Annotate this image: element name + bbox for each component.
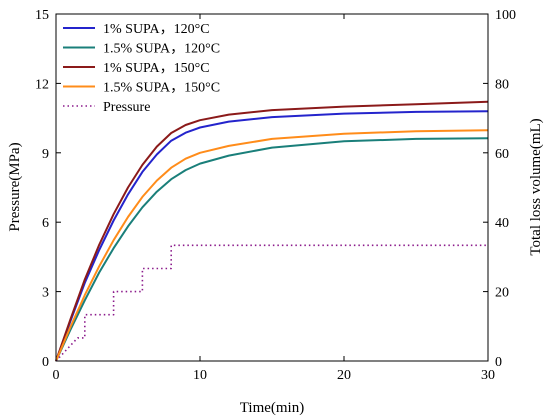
right-y-tick-label: 20 — [495, 286, 509, 301]
right-y-tick-label: 100 — [495, 8, 516, 23]
series-line-1 — [55, 110, 489, 362]
left-y-tick-label: 12 — [35, 77, 49, 92]
left-y-tick-label: 0 — [42, 355, 49, 370]
left-y-axis-title: Pressure(MPa) — [7, 142, 23, 231]
series-line-3 — [55, 100, 489, 362]
right-y-tick-label: 0 — [495, 355, 502, 370]
x-tick-label: 30 — [481, 368, 495, 383]
plot-frame — [55, 13, 489, 362]
legend-label-5: Pressure — [103, 100, 150, 115]
series-line-5 — [55, 244, 488, 362]
right-y-tick-label: 60 — [495, 147, 509, 162]
legend-label-1: 1% SUPA，120°C — [103, 22, 210, 37]
x-tick-label: 0 — [53, 368, 60, 383]
left-y-tick-label: 9 — [42, 147, 49, 162]
right-y-axis-title: Total loss volume(mL) — [528, 118, 544, 255]
series-line-2 — [55, 137, 489, 362]
left-y-tick-label: 3 — [42, 286, 49, 301]
series-layer — [55, 100, 489, 362]
left-y-tick-label: 6 — [42, 216, 49, 231]
series-line-4 — [55, 129, 489, 362]
left-y-tick-label: 15 — [35, 8, 49, 23]
x-axis-title: Time(min) — [240, 400, 304, 416]
x-tick-label: 10 — [193, 368, 207, 383]
legend-label-4: 1.5% SUPA，150°C — [103, 81, 220, 96]
legend-label-3: 1% SUPA，150°C — [103, 61, 210, 76]
right-y-tick-label: 80 — [495, 77, 509, 92]
right-y-tick-label: 40 — [495, 216, 509, 231]
legend-label-2: 1.5% SUPA，120°C — [103, 42, 220, 57]
x-tick-label: 20 — [337, 368, 351, 383]
legend: 1% SUPA，120°C 1.5% SUPA，120°C 1% SUPA，150°… — [63, 22, 220, 115]
